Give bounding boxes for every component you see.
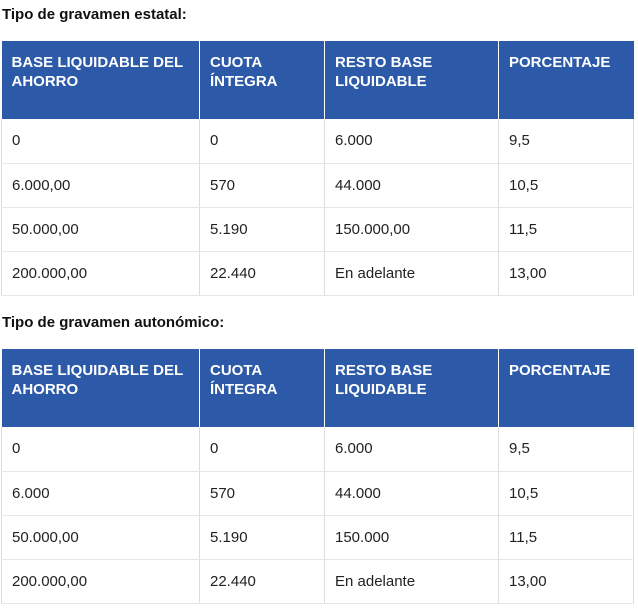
header-porcentaje: PORCENTAJE xyxy=(498,41,634,119)
cell-resto-base: En adelante xyxy=(324,559,499,604)
cell-cuota-integra: 5.190 xyxy=(199,207,325,252)
regional-tax-table: BASE LIQUIDABLE DEL AHORRO CUOTA ÍNTEGRA… xyxy=(1,349,634,604)
table-header-row: BASE LIQUIDABLE DEL AHORRO CUOTA ÍNTEGRA… xyxy=(1,349,634,427)
cell-cuota-integra: 570 xyxy=(199,163,325,208)
table-row: 0 0 6.000 9,5 xyxy=(1,119,634,164)
table-row: 50.000,00 5.190 150.000 11,5 xyxy=(1,515,634,560)
cell-porcentaje: 10,5 xyxy=(498,163,634,208)
cell-resto-base: 44.000 xyxy=(324,471,499,516)
cell-porcentaje: 9,5 xyxy=(498,119,634,164)
table-row: 6.000,00 570 44.000 10,5 xyxy=(1,163,634,208)
header-resto-base: RESTO BASE LIQUIDABLE xyxy=(324,349,499,427)
cell-cuota-integra: 22.440 xyxy=(199,251,325,296)
cell-resto-base: 6.000 xyxy=(324,427,499,472)
cell-base-liquidable: 50.000,00 xyxy=(1,515,200,560)
cell-resto-base: En adelante xyxy=(324,251,499,296)
cell-resto-base: 44.000 xyxy=(324,163,499,208)
table-row: 6.000 570 44.000 10,5 xyxy=(1,471,634,516)
cell-base-liquidable: 50.000,00 xyxy=(1,207,200,252)
regional-tax-heading: Tipo de gravamen autonómico: xyxy=(2,314,225,331)
header-resto-base: RESTO BASE LIQUIDABLE xyxy=(324,41,499,119)
header-base-liquidable: BASE LIQUIDABLE DEL AHORRO xyxy=(1,41,200,119)
cell-base-liquidable: 200.000,00 xyxy=(1,251,200,296)
cell-porcentaje: 13,00 xyxy=(498,251,634,296)
cell-cuota-integra: 5.190 xyxy=(199,515,325,560)
header-base-liquidable: BASE LIQUIDABLE DEL AHORRO xyxy=(1,349,200,427)
table-header-row: BASE LIQUIDABLE DEL AHORRO CUOTA ÍNTEGRA… xyxy=(1,41,634,119)
cell-base-liquidable: 0 xyxy=(1,427,200,472)
header-cuota-integra: CUOTA ÍNTEGRA xyxy=(199,41,325,119)
header-cuota-integra: CUOTA ÍNTEGRA xyxy=(199,349,325,427)
cell-cuota-integra: 22.440 xyxy=(199,559,325,604)
state-tax-heading: Tipo de gravamen estatal: xyxy=(2,6,187,23)
table-row: 50.000,00 5.190 150.000,00 11,5 xyxy=(1,207,634,252)
cell-porcentaje: 13,00 xyxy=(498,559,634,604)
cell-porcentaje: 11,5 xyxy=(498,207,634,252)
table-row: 0 0 6.000 9,5 xyxy=(1,427,634,472)
header-porcentaje: PORCENTAJE xyxy=(498,349,634,427)
cell-base-liquidable: 0 xyxy=(1,119,200,164)
cell-base-liquidable: 6.000 xyxy=(1,471,200,516)
cell-cuota-integra: 570 xyxy=(199,471,325,516)
cell-porcentaje: 9,5 xyxy=(498,427,634,472)
cell-base-liquidable: 200.000,00 xyxy=(1,559,200,604)
cell-cuota-integra: 0 xyxy=(199,427,325,472)
cell-base-liquidable: 6.000,00 xyxy=(1,163,200,208)
cell-resto-base: 150.000,00 xyxy=(324,207,499,252)
table-row: 200.000,00 22.440 En adelante 13,00 xyxy=(1,559,634,604)
cell-cuota-integra: 0 xyxy=(199,119,325,164)
cell-porcentaje: 11,5 xyxy=(498,515,634,560)
cell-porcentaje: 10,5 xyxy=(498,471,634,516)
state-tax-table: BASE LIQUIDABLE DEL AHORRO CUOTA ÍNTEGRA… xyxy=(1,41,634,296)
cell-resto-base: 150.000 xyxy=(324,515,499,560)
table-row: 200.000,00 22.440 En adelante 13,00 xyxy=(1,251,634,296)
cell-resto-base: 6.000 xyxy=(324,119,499,164)
